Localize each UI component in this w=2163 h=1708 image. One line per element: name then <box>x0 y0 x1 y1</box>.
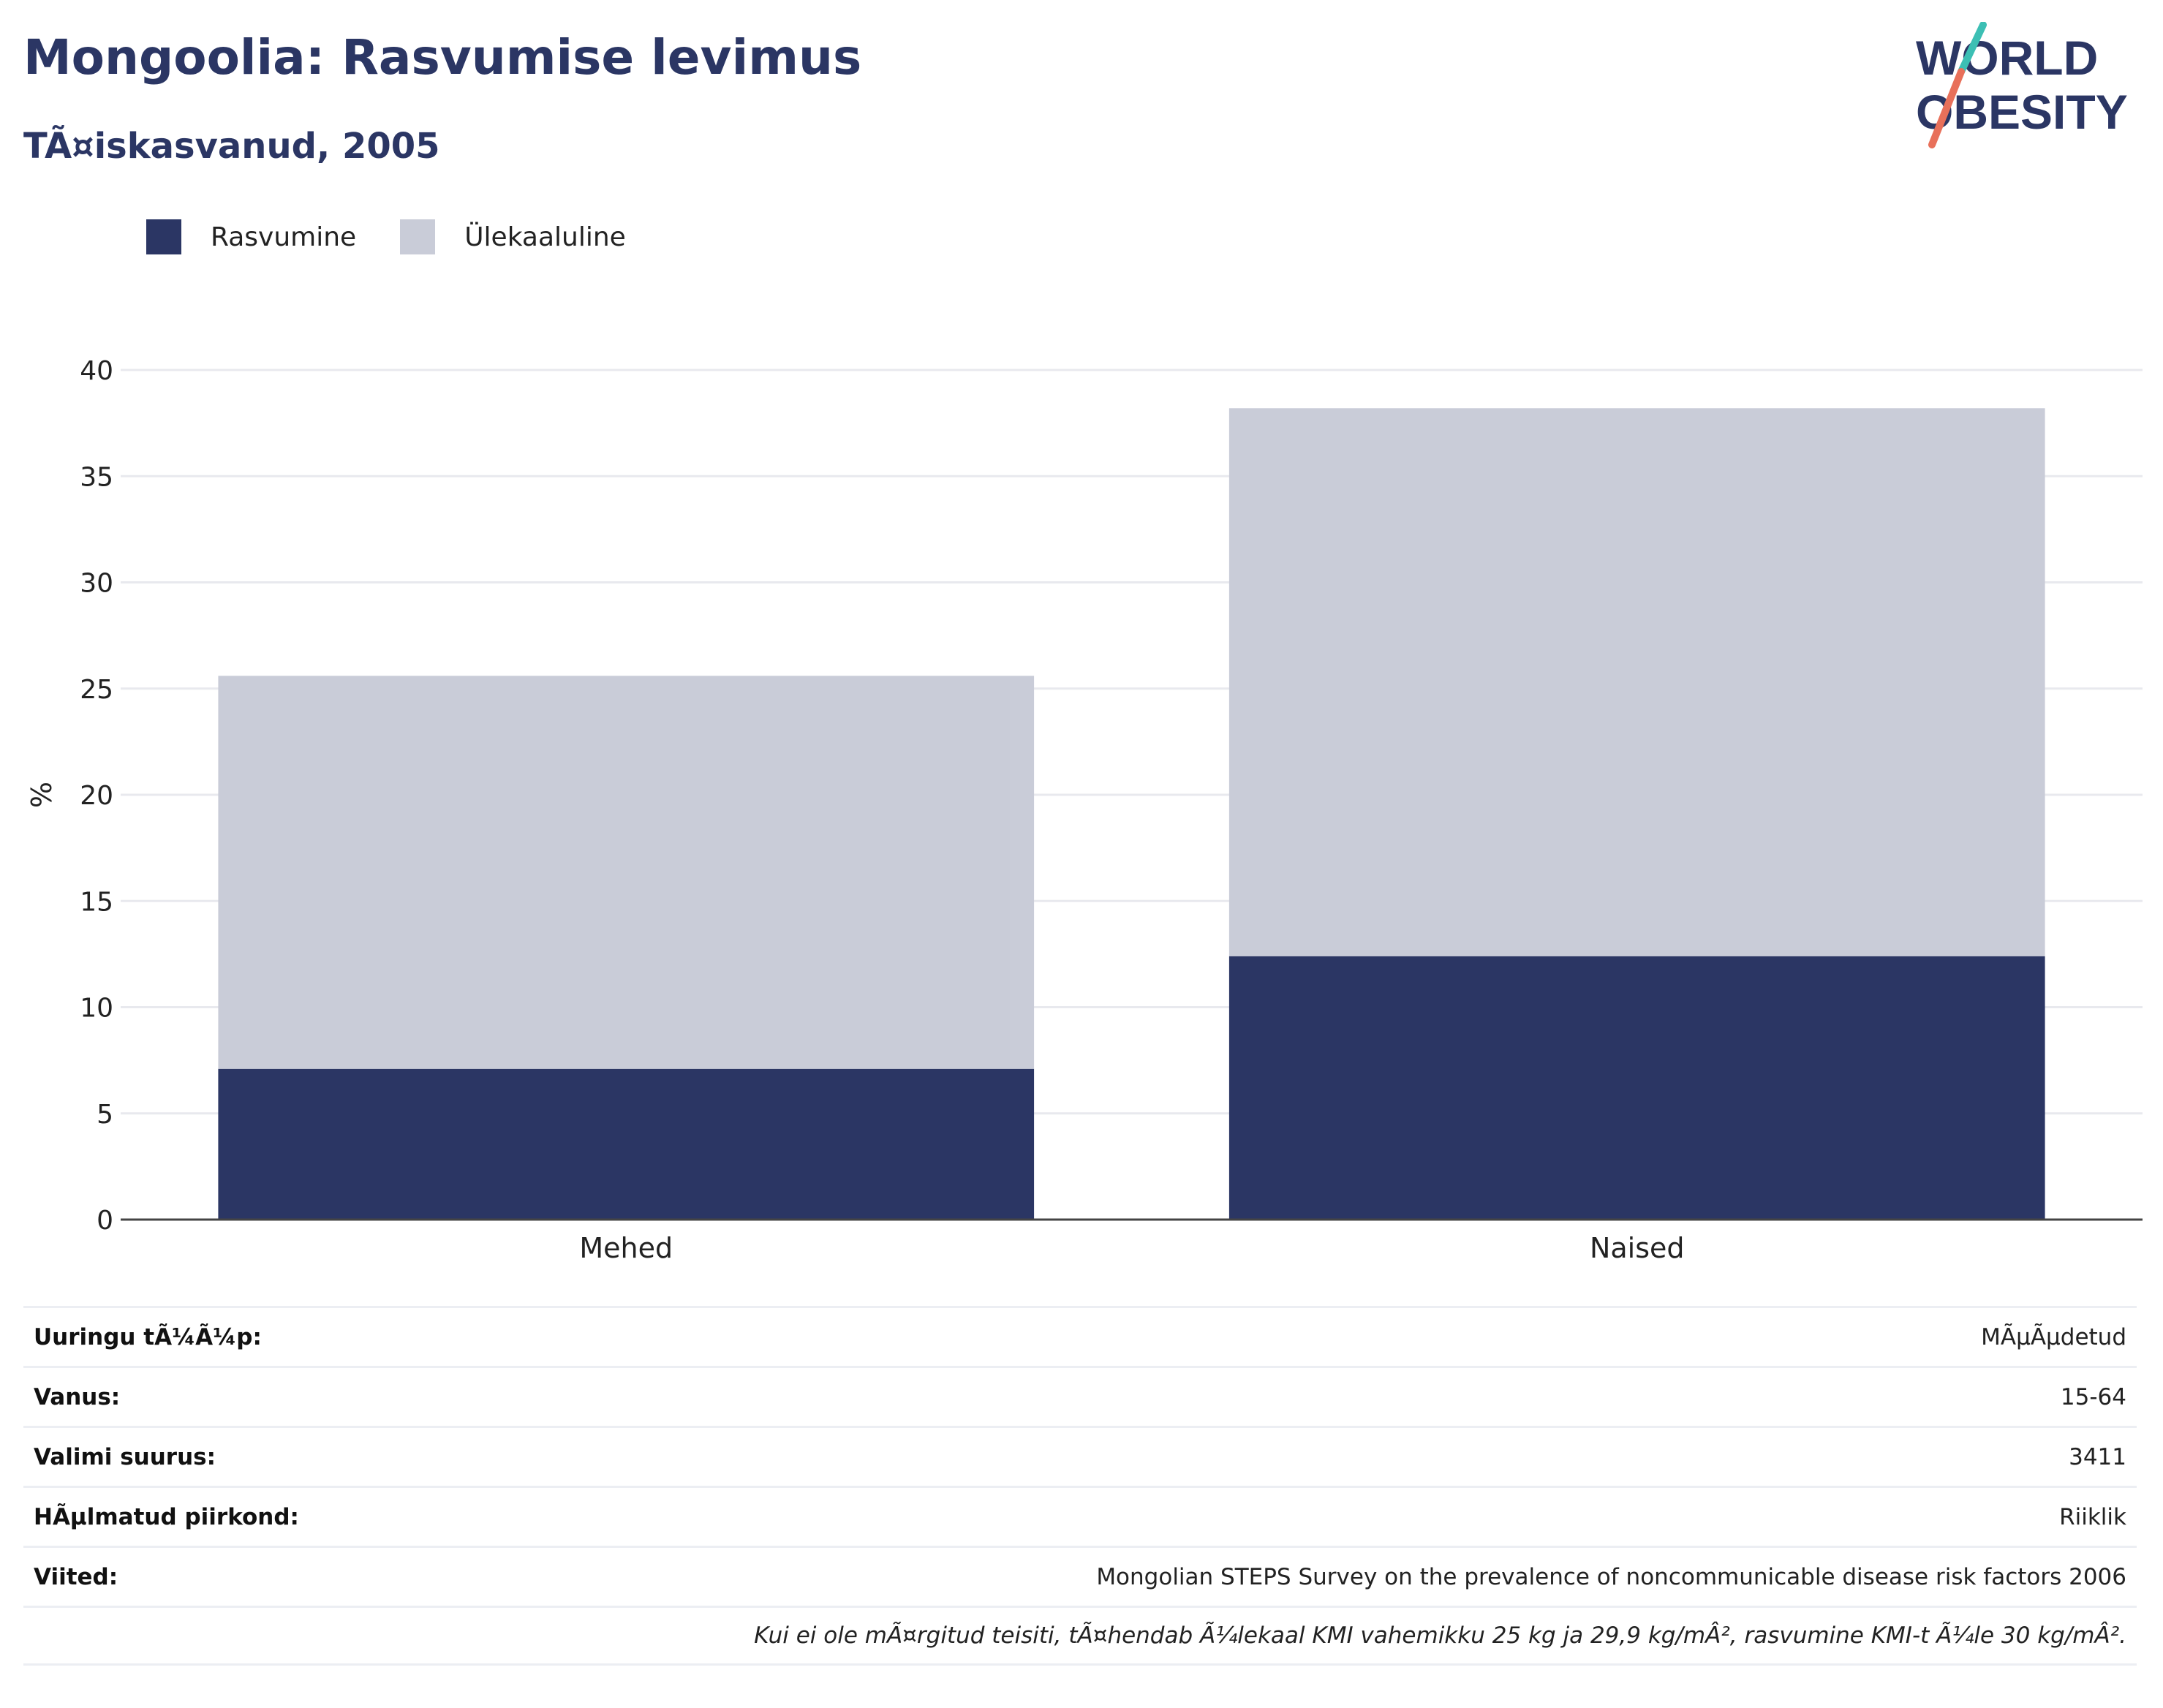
legend-item-overweight[interactable]: Ülekaaluline <box>400 219 626 254</box>
survey-info-table: Uuringu tÃ¼Ã¼p: MÃµÃµdetud Vanus: 15-64 … <box>23 1306 2137 1666</box>
info-row-age: Vanus: 15-64 <box>23 1366 2137 1426</box>
world-obesity-logo: WORLD OBESITY <box>1916 22 2128 148</box>
y-axis-label: % <box>26 782 58 808</box>
bar-overweight-naised <box>1228 408 2045 956</box>
legend-label-overweight: Ülekaaluline <box>464 222 626 252</box>
info-row-note: Kui ei ole mÃ¤rgitud teisiti, tÃ¤hendab … <box>23 1606 2137 1666</box>
info-row-sample-size: Valimi suurus: 3411 <box>23 1426 2137 1486</box>
logo-slash-teal <box>1958 22 1987 75</box>
y-tick-label: 10 <box>80 994 113 1024</box>
legend-swatch-obesity <box>146 219 181 254</box>
info-label: Viited: <box>34 1563 118 1590</box>
logo-slash-coral <box>1928 68 1965 148</box>
y-tick-label: 15 <box>80 887 113 917</box>
y-tick-label: 5 <box>97 1100 113 1130</box>
info-value: MÃµÃµdetud <box>1981 1323 2126 1350</box>
y-tick-label: 40 <box>80 356 113 386</box>
y-tick-label: 25 <box>80 675 113 705</box>
info-value: 15-64 <box>2060 1383 2126 1410</box>
y-tick-label: 0 <box>97 1206 113 1236</box>
footnote: Kui ei ole mÃ¤rgitud teisiti, tÃ¤hendab … <box>754 1622 2126 1649</box>
chart-title: Mongoolia: Rasvumise levimus <box>23 29 862 86</box>
info-value: Mongolian STEPS Survey on the prevalence… <box>1096 1563 2126 1590</box>
chart-subtitle: TÃ¤iskasvanud, 2005 <box>23 126 440 167</box>
legend-item-obesity[interactable]: Rasvumine <box>146 219 356 254</box>
x-tick-label: Mehed <box>579 1232 673 1264</box>
chart-legend: Rasvumine Ülekaaluline <box>146 216 670 257</box>
info-value: 3411 <box>2069 1443 2126 1470</box>
y-tick-label: 35 <box>80 462 113 492</box>
info-row-survey-type: Uuringu tÃ¼Ã¼p: MÃµÃµdetud <box>23 1306 2137 1366</box>
info-value: Riiklik <box>2059 1503 2126 1530</box>
x-tick-label: Naised <box>1590 1232 1685 1264</box>
y-tick-label: 30 <box>80 569 113 599</box>
info-label: Valimi suurus: <box>34 1443 216 1470</box>
bar-chart: 0 5 10 15 20 25 30 35 40% Mehed Naised <box>26 356 2143 1264</box>
legend-swatch-overweight <box>400 219 436 254</box>
info-label: Vanus: <box>34 1383 121 1410</box>
info-row-references: Viited: Mongolian STEPS Survey on the pr… <box>23 1546 2137 1606</box>
info-row-area: HÃµlmatud piirkond: Riiklik <box>23 1486 2137 1546</box>
legend-label-obesity: Rasvumine <box>211 222 357 252</box>
bar-obesity-naised <box>1228 956 2045 1220</box>
bar-obesity-mehed <box>218 1068 1035 1220</box>
info-label: Uuringu tÃ¼Ã¼p: <box>34 1323 262 1350</box>
y-tick-label: 20 <box>80 781 113 811</box>
info-label: HÃµlmatud piirkond: <box>34 1503 299 1530</box>
bar-overweight-mehed <box>218 676 1035 1069</box>
logo-text-world: WORLD <box>1916 31 2098 85</box>
